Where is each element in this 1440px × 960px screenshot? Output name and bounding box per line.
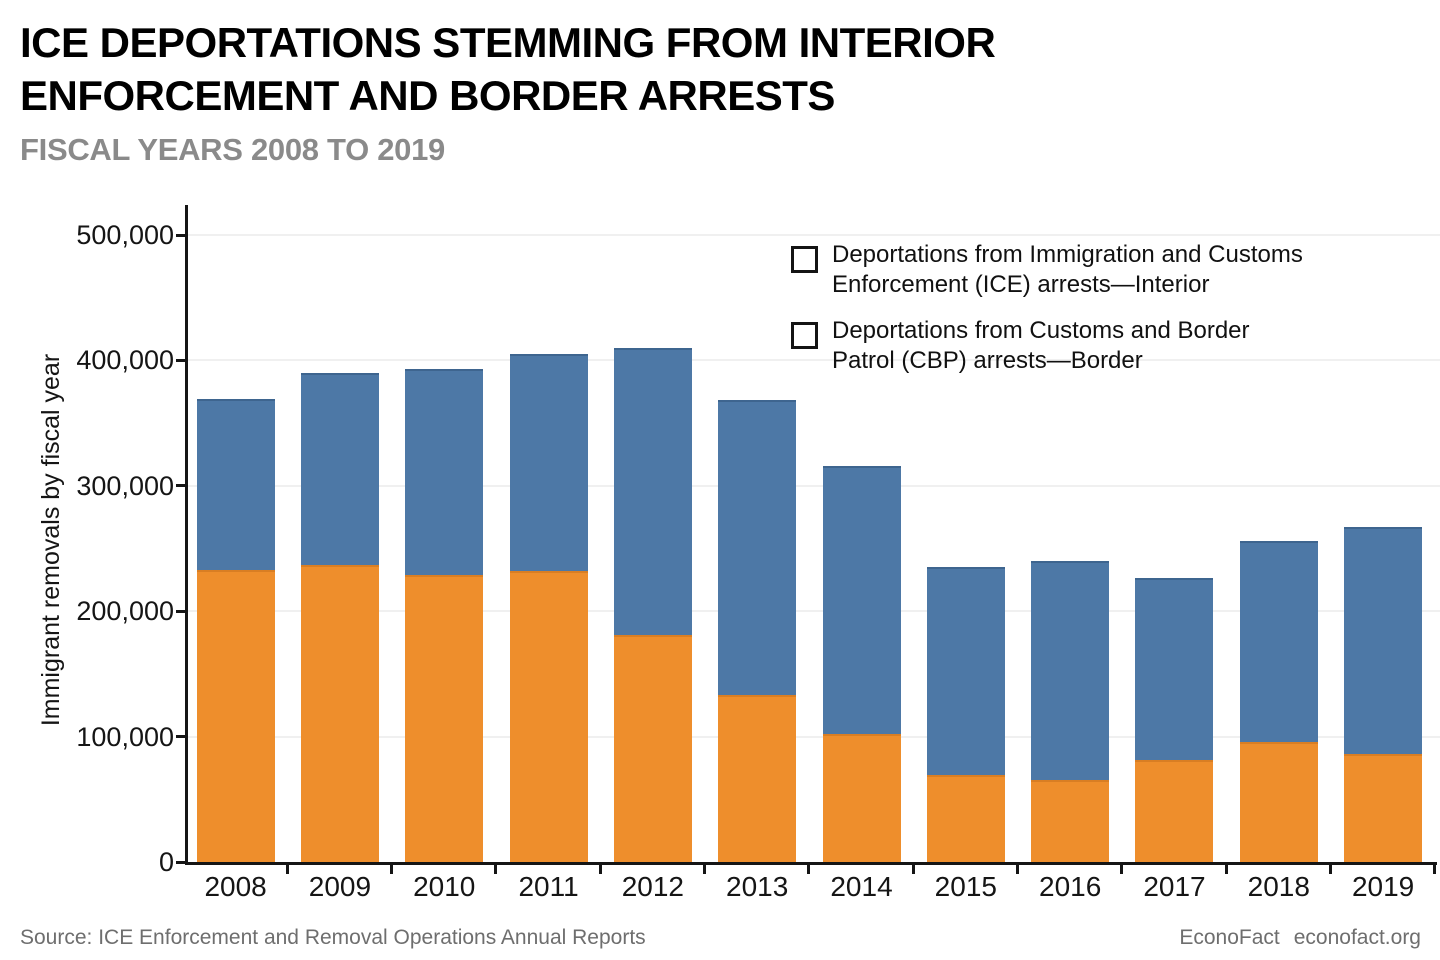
- x-tick-mark-6: [911, 865, 915, 874]
- bar-2017-interior: [1135, 759, 1214, 862]
- y-tick-mark-0: [176, 860, 185, 864]
- y-axis-line: [185, 205, 188, 865]
- bar-2011-interior: [509, 571, 588, 862]
- gridline-200000: [188, 610, 1440, 613]
- bar-2008-border: [196, 399, 275, 570]
- x-label-2018: 2018: [1247, 871, 1310, 902]
- x-tick-mark-8: [1120, 865, 1124, 874]
- x-label-2008: 2008: [204, 871, 267, 902]
- x-tick-mark-2: [494, 865, 498, 874]
- y-tick-mark-500000: [176, 233, 185, 237]
- y-tick-mark-400000: [176, 358, 185, 362]
- legend-label-border: Deportations from Customs and Border Pat…: [832, 317, 1250, 374]
- y-axis-title: Immigrant removals by fiscal year: [37, 353, 65, 727]
- bar-2016-interior: [1031, 780, 1110, 862]
- chart-title: ICE DEPORTATIONS STEMMING FROM INTERIOR …: [20, 16, 1220, 122]
- x-tick-mark-11: [1433, 865, 1437, 874]
- y-tick-label-0: 0: [158, 847, 174, 877]
- brand-name: EconoFact: [1179, 926, 1280, 949]
- x-label-2009: 2009: [308, 871, 372, 902]
- x-tick-mark-4: [702, 865, 706, 874]
- x-label-2019: 2019: [1351, 871, 1415, 902]
- y-tick-mark-300000: [176, 484, 185, 488]
- x-tick-mark-10: [1328, 865, 1332, 874]
- x-tick-mark-9: [1224, 865, 1228, 874]
- legend-swatch-interior: [791, 246, 818, 273]
- y-tick-label-400000: 400,000: [76, 345, 174, 376]
- bar-2008-interior: [196, 569, 275, 862]
- bar-2015-border: [926, 566, 1005, 775]
- x-tick-mark-3: [598, 865, 602, 874]
- bar-2015-interior: [926, 774, 1005, 862]
- bar-2012-interior: [613, 635, 692, 862]
- y-tick-label-500000: 500,000: [76, 220, 174, 250]
- gridline-400000: [188, 359, 1440, 362]
- x-label-2016: 2016: [1039, 871, 1102, 902]
- bar-2014-interior: [822, 733, 901, 862]
- x-label-2017: 2017: [1143, 871, 1206, 902]
- x-label-2011: 2011: [518, 871, 579, 902]
- bar-2013-border: [718, 399, 797, 695]
- x-label-2015: 2015: [934, 871, 997, 902]
- chart-title-line1: ICE DEPORTATIONS STEMMING FROM INTERIOR: [20, 19, 996, 66]
- bar-2018-border: [1239, 540, 1318, 743]
- y-tick-label-200000: 200,000: [76, 596, 174, 627]
- y-tick-mark-200000: [176, 609, 185, 613]
- legend-swatch-border: [791, 322, 818, 349]
- x-tick-mark-0: [285, 865, 289, 874]
- x-tick-mark-1: [390, 865, 394, 874]
- x-label-2014: 2014: [830, 871, 893, 902]
- legend-label-interior: Deportations from Immigration and Custom…: [832, 241, 1303, 298]
- gridline-100000: [188, 735, 1440, 738]
- x-axis-line: [185, 862, 1437, 865]
- bar-2010-interior: [405, 574, 484, 862]
- x-label-2012: 2012: [621, 871, 685, 902]
- bar-2019-border: [1344, 526, 1423, 755]
- bar-2014-border: [822, 465, 901, 734]
- bar-2013-interior: [718, 694, 797, 862]
- gridline-500000: [188, 234, 1440, 236]
- bar-2010-border: [405, 369, 484, 575]
- bar-2009-interior: [300, 564, 379, 862]
- y-tick-label-100000: 100,000: [76, 721, 174, 752]
- bar-2016-border: [1031, 560, 1110, 781]
- brand-site: econofact.org: [1293, 926, 1421, 949]
- bar-2009-border: [300, 372, 379, 565]
- source-note: Source: ICE Enforcement and Removal Oper…: [20, 926, 646, 949]
- y-tick-label-300000: 300,000: [76, 470, 174, 501]
- x-label-2013: 2013: [726, 871, 789, 902]
- y-tick-mark-100000: [176, 735, 185, 739]
- bar-2017-border: [1135, 578, 1214, 760]
- bar-2012-border: [613, 347, 692, 636]
- chart-subtitle: FISCAL YEARS 2008 TO 2019: [20, 132, 445, 167]
- x-tick-mark-5: [807, 865, 811, 874]
- x-tick-mark-7: [1015, 865, 1019, 874]
- attribution: EconoFact econofact.org: [1179, 926, 1421, 950]
- bar-2018-interior: [1239, 742, 1318, 862]
- gridline-300000: [188, 484, 1440, 487]
- chart-title-line2: ENFORCEMENT AND BORDER ARRESTS: [20, 72, 835, 119]
- x-label-2010: 2010: [413, 871, 476, 902]
- bar-2011-border: [509, 354, 588, 572]
- bar-2019-interior: [1344, 754, 1423, 862]
